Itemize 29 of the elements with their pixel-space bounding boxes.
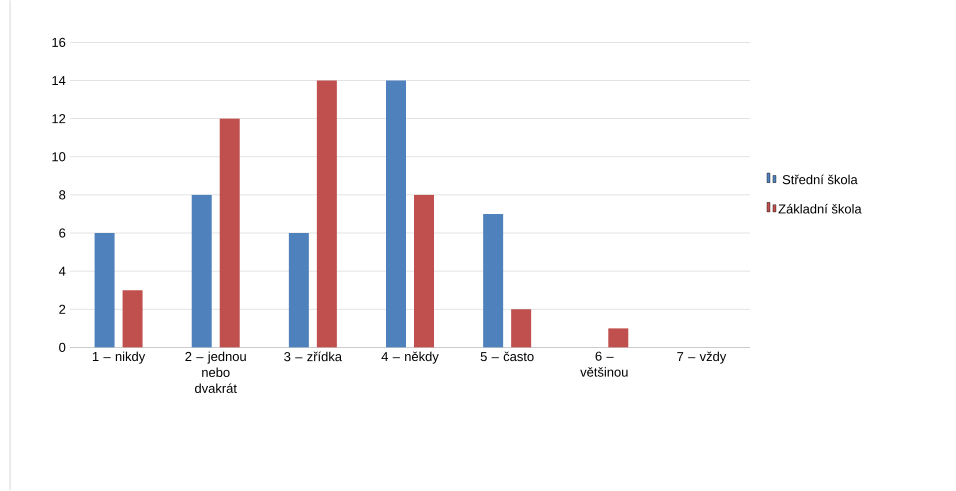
bar (192, 194, 212, 348)
bar (414, 194, 434, 348)
y-tick-label: 0 (59, 342, 66, 352)
y-tick-label: 12 (52, 114, 66, 124)
y-tick-label: 6 (59, 228, 66, 238)
y-tick-label: 8 (59, 190, 66, 200)
bar (220, 118, 240, 348)
bar (608, 328, 628, 348)
y-tick-label: 4 (58, 266, 66, 276)
x-tick-label: 6 – většinou (580, 352, 628, 377)
x-tick-label: 1 – nikdy (92, 352, 146, 364)
bar (483, 214, 504, 348)
bar (288, 233, 309, 348)
x-tick-label: 5 – často (480, 352, 534, 362)
y-tick-label: 10 (52, 152, 66, 162)
x-tick-label: 3 – zřídka (284, 352, 342, 362)
bar (316, 80, 337, 348)
bar (511, 309, 532, 348)
legend-label: Střední škola (782, 174, 858, 184)
bar (94, 233, 115, 348)
x-tick-label: 7 – vždy (677, 352, 726, 364)
y-tick-label: 16 (52, 38, 66, 48)
x-tick-label: 2 – jednou nebo dvakrát (185, 352, 246, 394)
bar (386, 80, 406, 348)
x-tick-label: 4 – někdy (382, 352, 439, 364)
legend-label: Základní škola (778, 204, 862, 214)
y-tick-label: 2 (59, 304, 66, 314)
bar (122, 290, 143, 348)
y-tick-label: 14 (52, 76, 66, 86)
